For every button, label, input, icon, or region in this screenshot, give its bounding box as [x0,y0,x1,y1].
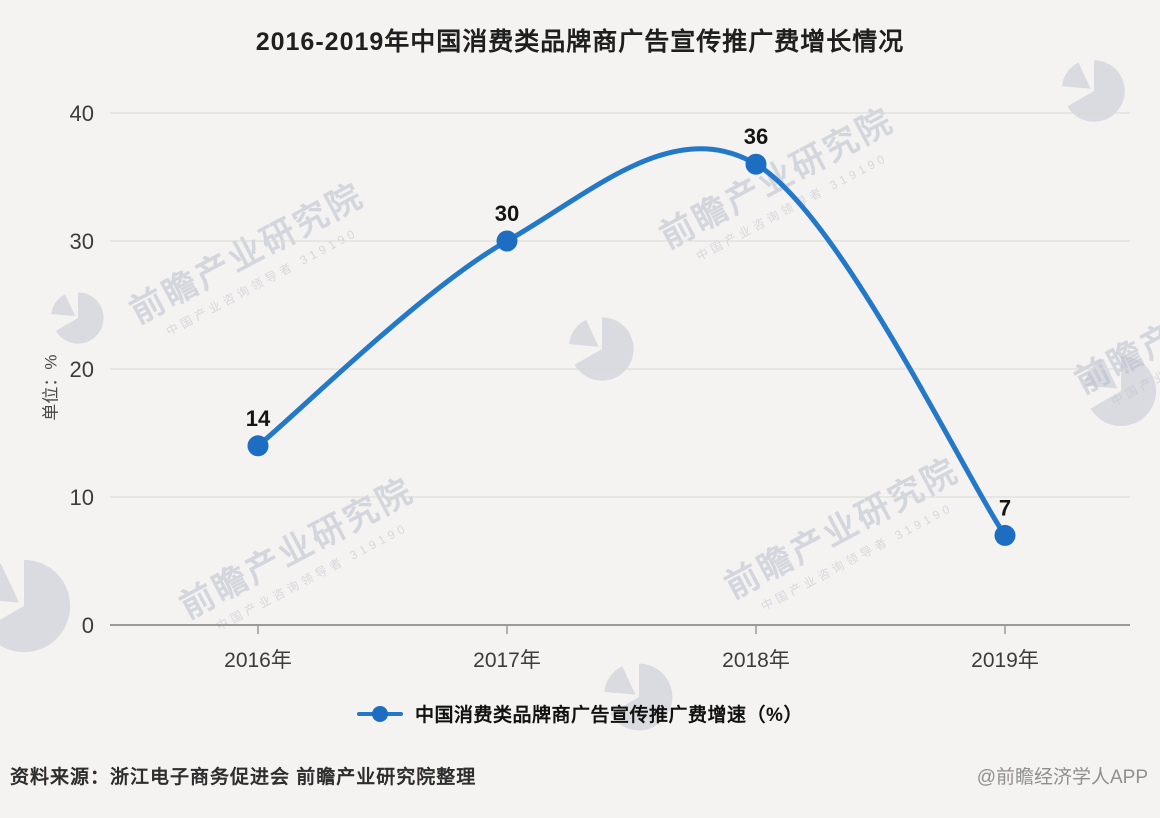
series-line [255,146,1008,538]
chart-svg: 0 10 20 30 40 2016年 2017年 2018年 2019年 14 30 36 7 [70,101,1130,672]
y-axis-tick-label: 30 [70,229,94,254]
y-axis-tick-label: 40 [70,101,94,126]
data-point-marker [496,230,518,252]
x-axis-tick-label: 2017年 [473,649,541,672]
data-point-marker [994,524,1016,546]
source-text: 资料来源：浙江电子商务促进会 前瞻产业研究院整理 [10,767,477,788]
y-axis-unit-label: 单位：% [41,354,61,421]
legend-label: 中国消费类品牌商广告宣传推广费增速（%） [415,705,803,726]
y-axis-tick-label: 0 [82,613,94,638]
data-point-label: 7 [999,495,1011,520]
data-point-label: 30 [495,201,519,226]
data-point-label: 36 [744,124,768,149]
y-axis-tick-label: 10 [70,485,94,510]
data-point-marker [247,435,269,457]
x-axis-tick-label: 2019年 [971,649,1039,672]
data-point-label: 14 [246,406,271,431]
x-axis-tick-label: 2016年 [224,649,292,672]
legend: 中国消费类品牌商广告宣传推广费增速（%） [0,700,1160,727]
credit-text: @前瞻经济学人APP [976,767,1148,788]
x-axis-tick-label: 2018年 [722,649,790,672]
chart-title: 2016-2019年中国消费类品牌商广告宣传推广费增长情况 [255,28,905,56]
footer: 资料来源：浙江电子商务促进会 前瞻产业研究院整理 @前瞻经济学人APP [0,762,1160,789]
legend-line-dot-icon [357,705,404,722]
y-axis-tick-label: 20 [70,357,94,382]
data-point-marker [745,153,767,175]
